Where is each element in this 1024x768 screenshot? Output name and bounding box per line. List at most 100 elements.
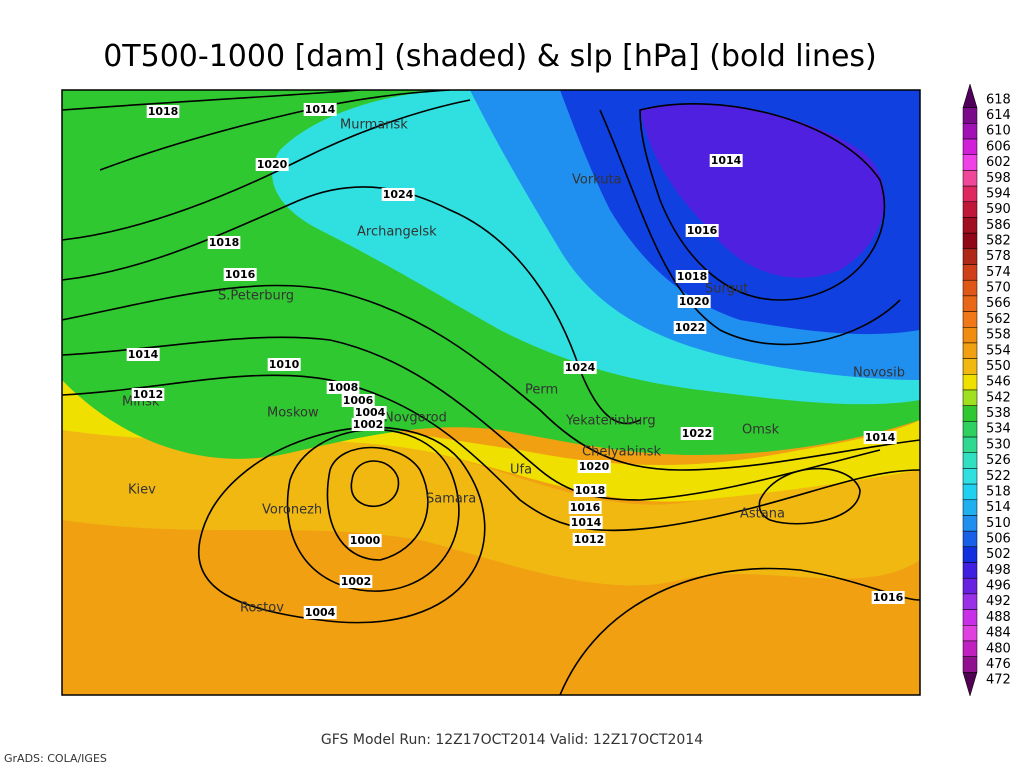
city-label: Yekaterinburg xyxy=(565,414,656,429)
isobar-label: 1002 xyxy=(341,575,372,588)
isobar-label-box xyxy=(709,154,743,167)
isobar-label-box xyxy=(341,394,375,407)
map xyxy=(62,90,920,695)
shade-purple xyxy=(640,104,885,278)
colorbar-label: 570 xyxy=(986,281,1011,296)
colorbar-label: 614 xyxy=(986,108,1011,123)
isobar-label: 1000 xyxy=(350,534,381,547)
contour xyxy=(62,336,881,501)
colorbar-cell xyxy=(962,154,978,171)
isobar-label: 1018 xyxy=(209,236,240,249)
colorbar-cell xyxy=(962,279,978,297)
isobar-label-box xyxy=(131,388,165,401)
city-label: Surgut xyxy=(705,282,748,297)
contour xyxy=(62,99,471,241)
city-label: Samara xyxy=(426,492,476,507)
colorbar-label: 618 xyxy=(986,92,1011,107)
isobar-label: 1012 xyxy=(574,533,605,546)
colorbar-cell xyxy=(962,342,978,359)
isobar-label: 1008 xyxy=(328,381,359,394)
isobar-label: 1020 xyxy=(579,460,610,473)
colorbar-cell xyxy=(962,217,978,234)
colorbar-cell xyxy=(962,625,978,642)
isobar-label-box xyxy=(303,606,337,619)
colorbar-label: 598 xyxy=(986,171,1011,186)
isobar-label-box xyxy=(685,224,719,237)
colorbar-cell xyxy=(962,452,978,469)
isobar-label-box xyxy=(339,575,373,588)
colorbar-label: 558 xyxy=(986,328,1011,343)
colorbar-label: 510 xyxy=(986,516,1011,531)
colorbar-cell xyxy=(962,358,978,375)
colorbar-cell xyxy=(962,264,978,281)
city-label: Vorkuta xyxy=(572,173,622,188)
isobar-label-box xyxy=(381,188,415,201)
title: 0T500-1000 [dam] (shaded) & slp [hPa] (b… xyxy=(103,39,877,74)
isobar-label: 1020 xyxy=(257,158,288,171)
colorbar-label: 514 xyxy=(986,500,1011,515)
isobar-label-box xyxy=(146,105,180,118)
city-label: Archangelsk xyxy=(357,225,437,240)
city-labels: Murmansk Archangelsk S.Peterburg Vorkuta… xyxy=(122,118,905,616)
isobar-label: 1016 xyxy=(225,268,256,281)
colorbar-cell xyxy=(962,562,978,579)
colorbar-cell xyxy=(962,83,978,108)
colorbar-cell xyxy=(962,311,978,328)
city-label: Novosib xyxy=(853,366,905,381)
contour xyxy=(599,109,901,346)
isobar-label-box xyxy=(563,361,597,374)
isobar-label-box xyxy=(351,418,385,431)
city-label: Moskow xyxy=(267,406,319,421)
isobar-label-box xyxy=(863,431,897,444)
colorbar-label: 546 xyxy=(986,375,1011,390)
colorbar-cell xyxy=(962,656,978,673)
colorbar-label: 518 xyxy=(986,484,1011,499)
isobar-label-box xyxy=(326,381,360,394)
city-label: Novgorod xyxy=(384,411,447,426)
colorbar-cell xyxy=(962,672,978,697)
isobar-label: 1024 xyxy=(565,361,596,374)
isobar-label: 1016 xyxy=(570,501,601,514)
city-label: Astana xyxy=(740,507,785,522)
colorbar-cell xyxy=(962,593,978,610)
isobar-label: 1018 xyxy=(677,270,708,283)
isobar-label-box xyxy=(255,158,289,171)
isobar-label-box xyxy=(577,460,611,473)
isobar-label: 1018 xyxy=(575,484,606,497)
contour xyxy=(62,374,920,532)
colorbar-cell xyxy=(962,248,978,265)
isobar-label-box xyxy=(673,321,707,334)
isobar-label-box xyxy=(303,103,337,116)
colorbar-cell xyxy=(962,170,978,187)
city-label: Rostov xyxy=(240,601,284,616)
colorbar-cell xyxy=(962,123,978,140)
contour xyxy=(286,428,460,592)
footer-credit: GrADS: COLA/IGES xyxy=(4,752,107,765)
colorbar-cell xyxy=(962,640,978,657)
colorbar-label: 530 xyxy=(986,437,1011,452)
colorbar-label: 476 xyxy=(986,657,1011,672)
isobar-label-box xyxy=(675,270,709,283)
isobar-label: 1016 xyxy=(687,224,718,237)
isobar-label-box xyxy=(207,236,241,249)
colorbar-label: 578 xyxy=(986,249,1011,264)
colorbar-label: 586 xyxy=(986,218,1011,233)
isobar-label: 1014 xyxy=(305,103,336,116)
contour xyxy=(326,446,429,561)
isobar-label: 1022 xyxy=(682,427,713,440)
colorbar-cell xyxy=(962,374,978,391)
contour xyxy=(62,284,920,471)
isobar-label-box xyxy=(267,358,301,371)
colorbar-label: 554 xyxy=(986,343,1011,358)
isobar-label: 1012 xyxy=(133,388,164,401)
isobar-label-box xyxy=(348,534,382,547)
isobar-label-box xyxy=(569,516,603,529)
colorbar-cell xyxy=(962,515,978,532)
city-label: Ufa xyxy=(510,463,532,478)
city-label: S.Peterburg xyxy=(218,289,294,304)
isobar-label: 1014 xyxy=(711,154,742,167)
contour xyxy=(197,426,486,624)
colorbar-cell xyxy=(962,185,978,203)
city-label: Perm xyxy=(525,383,558,398)
colorbar-cell xyxy=(962,327,978,344)
